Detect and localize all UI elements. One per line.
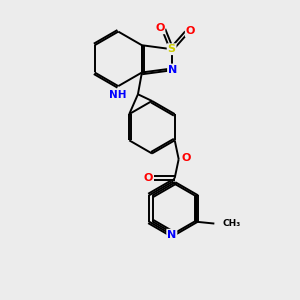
Text: N: N xyxy=(167,230,176,240)
Text: CH₃: CH₃ xyxy=(222,219,241,228)
Text: O: O xyxy=(186,26,195,36)
Text: O: O xyxy=(155,23,164,33)
Text: NH: NH xyxy=(109,90,126,100)
Text: N: N xyxy=(168,64,177,74)
Text: O: O xyxy=(182,153,191,163)
Text: S: S xyxy=(168,44,176,54)
Text: O: O xyxy=(143,173,153,183)
